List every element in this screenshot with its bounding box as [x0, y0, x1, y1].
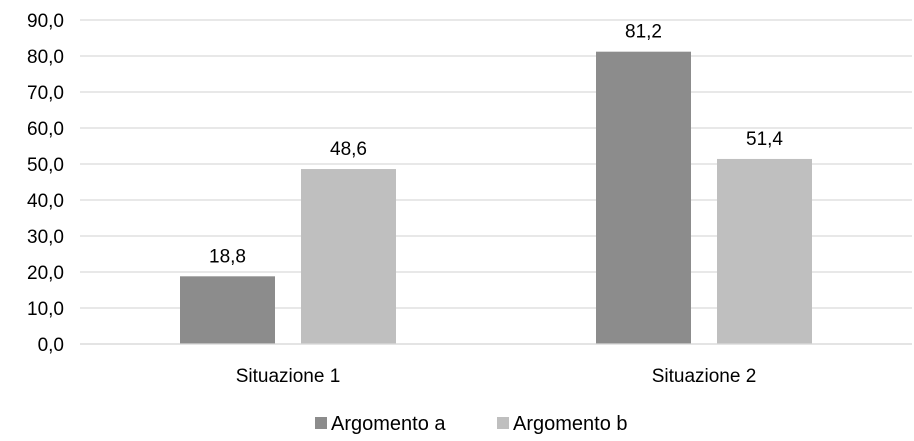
legend-label: Argomento a: [331, 413, 446, 435]
data-labels: 18,8 48,6 81,2 51,4: [209, 22, 783, 268]
data-label: 51,4: [746, 129, 783, 150]
x-tick-label: Situazione 2: [652, 366, 757, 387]
y-tick-label: 20,0: [27, 263, 64, 284]
bars: [180, 51, 812, 345]
data-label: 81,2: [625, 22, 662, 43]
legend-swatch: [497, 417, 509, 429]
y-tick-label: 0,0: [38, 335, 64, 356]
bar-argomento-b: [301, 169, 396, 344]
bar-argomento-b: [717, 158, 812, 344]
legend-swatch: [315, 417, 327, 429]
y-tick-label: 50,0: [27, 155, 64, 176]
y-tick-label: 30,0: [27, 227, 64, 248]
legend: Argomento a Argomento b: [315, 413, 628, 435]
y-tick-label: 60,0: [27, 119, 64, 140]
y-tick-label: 70,0: [27, 83, 64, 104]
y-tick-label: 90,0: [27, 11, 64, 32]
bar-argomento-a: [180, 276, 275, 344]
x-tick-label: Situazione 1: [236, 366, 341, 387]
legend-label: Argomento b: [513, 413, 628, 435]
y-tick-label: 80,0: [27, 47, 64, 68]
y-axis: 0,0 10,0 20,0 30,0 40,0 50,0 60,0 70,0 80,0 90,0: [27, 11, 64, 356]
data-label: 48,6: [330, 139, 367, 160]
data-label: 18,8: [209, 246, 246, 267]
y-tick-label: 40,0: [27, 191, 64, 212]
bar-argomento-a: [596, 51, 691, 345]
x-axis: Situazione 1 Situazione 2: [80, 343, 912, 387]
y-tick-label: 10,0: [27, 299, 64, 320]
